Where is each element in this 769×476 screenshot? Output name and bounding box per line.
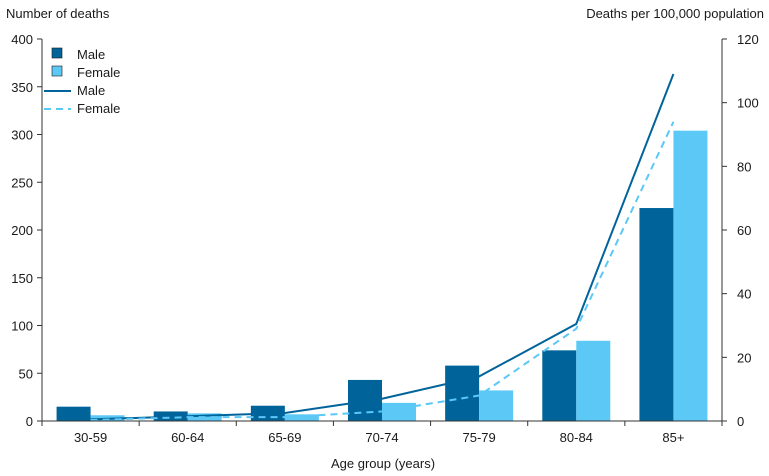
- bar-female-70-74: [382, 402, 416, 421]
- bar-male-85+: [639, 208, 674, 421]
- bar-female-75-79: [479, 390, 514, 421]
- line-female-rate: [90, 121, 675, 422]
- bar-female-85+: [673, 130, 708, 421]
- left-axis-title: Number of deaths: [6, 6, 110, 21]
- right-axis-title: Deaths per 100,000 population: [586, 6, 764, 21]
- legend-label-line-male: Male: [77, 83, 105, 98]
- left-tick-label: 100: [11, 319, 33, 334]
- legend-label-bar-male: Male: [77, 47, 105, 62]
- right-tick-label: 100: [737, 96, 759, 111]
- x-tick-label: 60-64: [171, 430, 204, 445]
- axis-ticks: 0 50 100 150 200 250 300 350 400 0 20 40 60 80 100 120 3…: [11, 32, 758, 445]
- bar-female-65-69: [284, 414, 319, 421]
- line-group: [90, 73, 675, 422]
- left-tick-label: 250: [11, 175, 33, 190]
- right-tick-label: 60: [737, 223, 751, 238]
- bar-male-30-59: [56, 406, 91, 421]
- left-tick-label: 0: [26, 414, 33, 429]
- x-tick-label: 65-69: [268, 430, 301, 445]
- left-tick-label: 300: [11, 128, 33, 143]
- legend-swatch-bar-female: [51, 65, 63, 77]
- left-tick-label: 400: [11, 32, 33, 47]
- right-tick-label: 120: [737, 32, 759, 47]
- legend-label-line-female: Female: [77, 101, 120, 116]
- left-tick-label: 200: [11, 223, 33, 238]
- x-tick-label: 70-74: [365, 430, 398, 445]
- legend-label-bar-female: Female: [77, 65, 120, 80]
- x-axis-title: Age group (years): [331, 456, 435, 471]
- x-tick-label: 75-79: [463, 430, 496, 445]
- right-tick-label: 20: [737, 350, 751, 365]
- x-tick-label: 85+: [662, 430, 684, 445]
- left-tick-label: 50: [19, 366, 33, 381]
- left-tick-label: 350: [11, 80, 33, 95]
- left-tick-label: 150: [11, 271, 33, 286]
- bar-female-80-84: [576, 340, 611, 421]
- right-tick-label: 0: [737, 414, 744, 429]
- right-tick-label: 80: [737, 159, 751, 174]
- right-tick-label: 40: [737, 287, 751, 302]
- legend: Male Female Male Female: [44, 47, 120, 116]
- x-tick-label: 30-59: [74, 430, 107, 445]
- bar-male-80-84: [542, 350, 577, 421]
- legend-swatch-bar-male: [51, 47, 63, 59]
- bar-male-75-79: [445, 365, 480, 421]
- x-tick-label: 80-84: [560, 430, 593, 445]
- bar-group: [56, 130, 708, 421]
